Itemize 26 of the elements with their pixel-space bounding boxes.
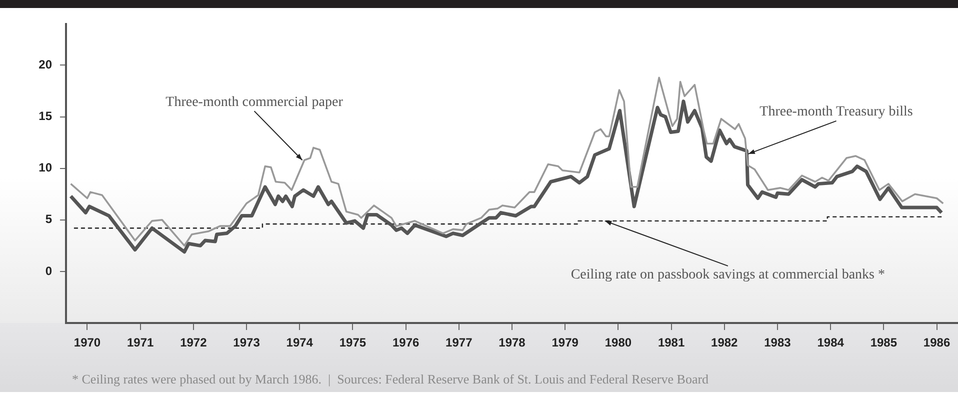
x-tick-label: 1978 xyxy=(498,336,526,350)
y-tick-label: 10 xyxy=(38,160,52,175)
x-tick-label: 1979 xyxy=(552,336,579,350)
x-tick-label: 1984 xyxy=(817,336,844,350)
x-tick-label: 1977 xyxy=(446,336,473,350)
x-tick-label: 1976 xyxy=(392,336,420,350)
x-tick-label: 1985 xyxy=(870,336,898,350)
y-tick-label: 20 xyxy=(38,58,52,72)
y-tick-label: 5 xyxy=(45,212,52,226)
x-tick-label: 1973 xyxy=(233,336,260,350)
x-tick-label: 1974 xyxy=(286,336,314,350)
annotation: Ceiling rate on passbook savings at commercial banks * xyxy=(570,268,885,283)
y-tick-label: 15 xyxy=(38,109,52,124)
x-tick-label: 1975 xyxy=(339,336,366,350)
text: * Ceiling rates were phased out by March 1986. | Sources: Federal Reserve Bank of St. Louis and Federal Reserve Board xyxy=(72,371,710,386)
x-tick-label: 1981 xyxy=(658,336,685,350)
annotation: Three-month commercial paper xyxy=(166,94,344,110)
x-tick-label: 1971 xyxy=(126,336,154,350)
annotation: Three-month Treasury bills xyxy=(760,104,913,120)
x-tick-label: 1980 xyxy=(604,336,632,350)
x-tick-label: 1986 xyxy=(923,336,950,350)
x-tick-label: 1983 xyxy=(764,336,792,350)
x-tick-label: 1972 xyxy=(180,336,208,350)
x-tick-label: 1970 xyxy=(74,336,101,350)
x-tick-label: 1982 xyxy=(711,336,738,350)
y-tick-label: 0 xyxy=(45,264,52,278)
